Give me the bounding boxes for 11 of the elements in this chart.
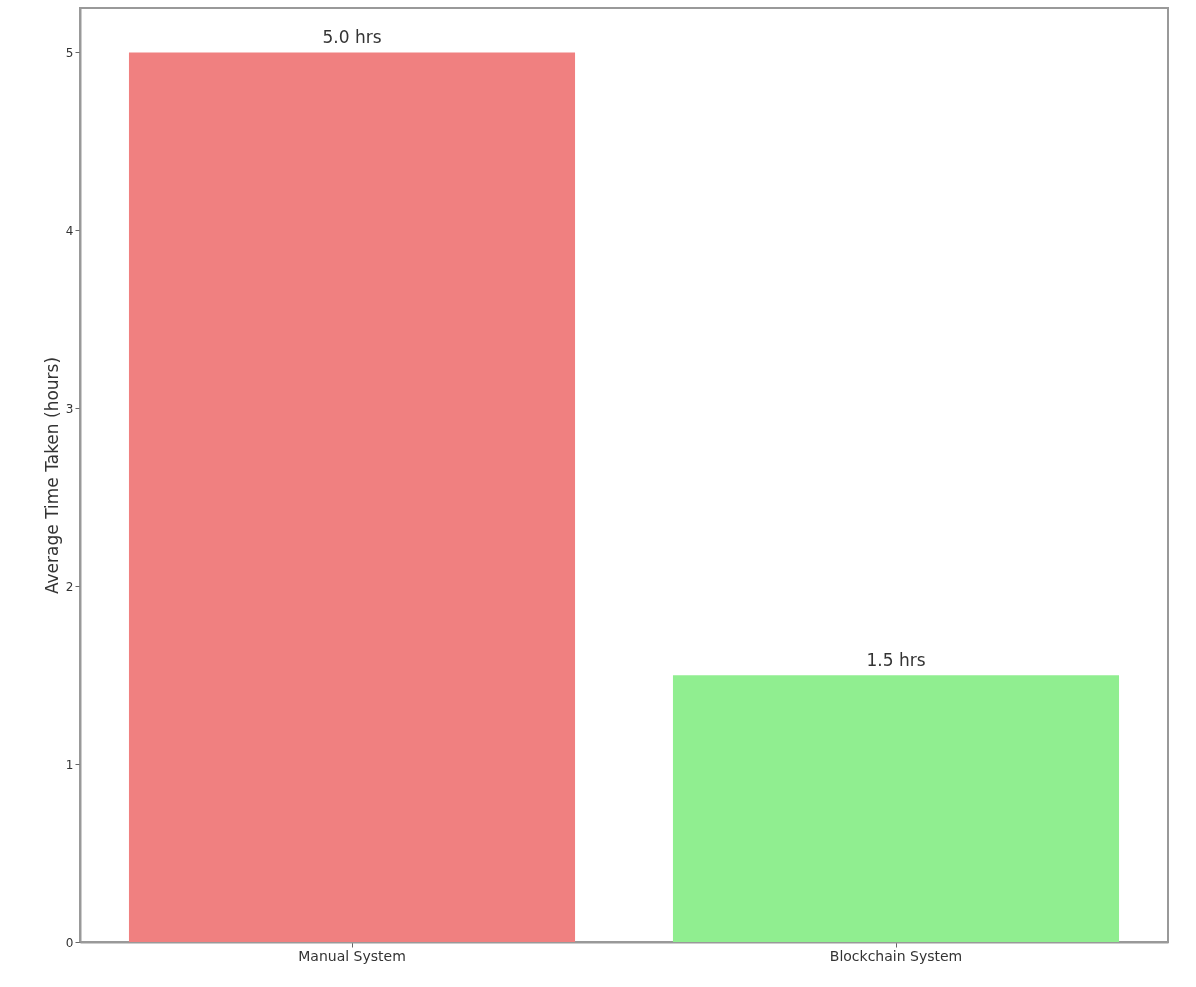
y-tick-label: 5 [65,45,74,60]
y-tick-label: 3 [65,401,74,416]
data-label: 5.0 hrs [322,27,382,48]
data-label: 1.5 hrs [866,650,926,671]
y-axis-title: Average Time Taken (hours) [41,356,62,595]
y-tick-label: 4 [65,223,74,238]
x-tick-label: Manual System [298,947,406,964]
y-tick-label: 1 [65,757,74,772]
y-tick-label: 2 [65,579,74,594]
x-tick-label: Blockchain System [829,947,963,964]
y-tick-label: 0 [65,935,74,950]
